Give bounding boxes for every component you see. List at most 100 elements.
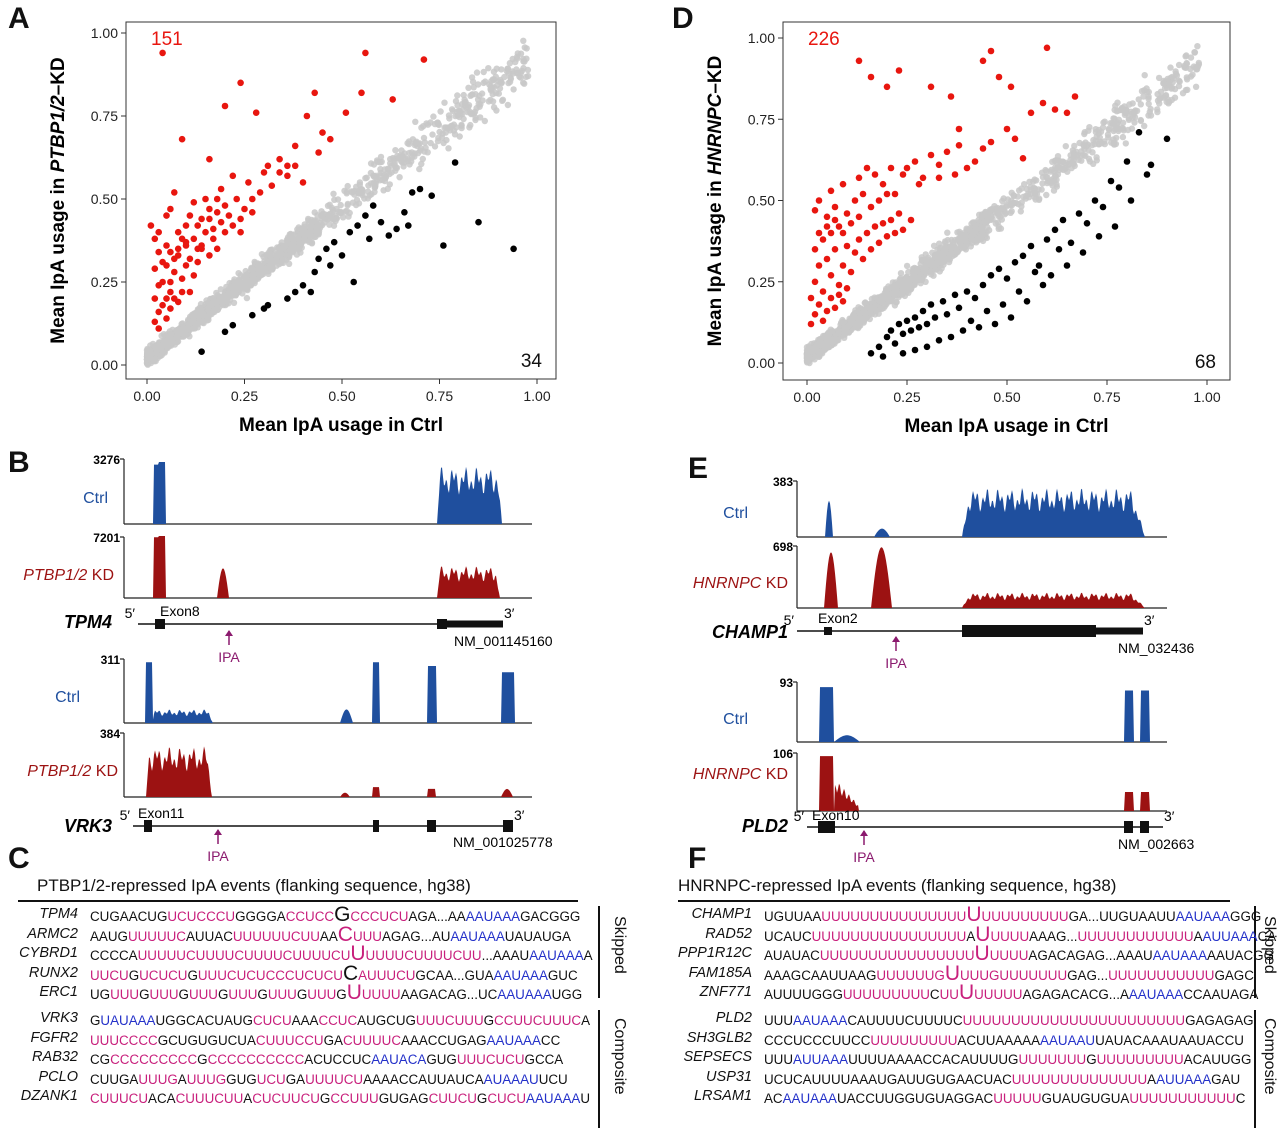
data-point [891, 340, 899, 347]
data-point [451, 159, 459, 166]
sequence-segment: UUUUUUUUUUU [1108, 967, 1215, 983]
sequence-segment: UU [939, 987, 959, 1003]
sequence-segment: UAUACAAAUAAUACCU [1095, 1032, 1244, 1048]
exon-label: Exon8 [160, 603, 200, 619]
data-point [190, 235, 198, 243]
sequence-segment: AUUAAA [1202, 928, 1258, 944]
data-point [167, 305, 174, 312]
data-point [1141, 122, 1148, 130]
accession-label: NM_001025778 [453, 834, 553, 850]
sequence-segment: CUCU [487, 1091, 527, 1107]
data-point [1051, 226, 1059, 234]
sequence-segment: GUGAG [378, 1091, 429, 1107]
data-point [1143, 85, 1150, 92]
data-point [931, 314, 939, 321]
data-point [1131, 119, 1138, 126]
sequence-segment: ...AAAU [481, 948, 530, 964]
sequence-segment: CCUUU [330, 1091, 379, 1107]
data-point [1035, 262, 1043, 269]
sequence-segment: UUUUUC [127, 928, 186, 944]
data-point [327, 135, 334, 143]
data-point [213, 300, 220, 307]
data-point [1167, 64, 1174, 71]
x-tick-label: 0.00 [133, 388, 160, 404]
x-axis-label: Mean IpA usage in Ctrl [904, 416, 1108, 437]
data-point [358, 89, 365, 97]
data-point [229, 172, 237, 180]
sequence-segment: UUUUCUUUUCUU [365, 948, 482, 964]
sequence-panel-hnrnpc: HNRNPC-repressed IpA events (flanking se… [640, 870, 1280, 1133]
data-point [823, 213, 831, 221]
data-point [939, 298, 947, 305]
data-point [221, 202, 229, 209]
data-point [420, 56, 428, 63]
track-label-kd: PTBP1/2 KD [27, 763, 118, 780]
data-point [1019, 252, 1027, 260]
data-point [1133, 107, 1141, 115]
data-point [1067, 239, 1075, 247]
data-point [1095, 233, 1103, 240]
data-point [487, 96, 494, 104]
sequence-segment: GUC [547, 967, 578, 983]
data-point [851, 197, 859, 204]
data-point [1074, 151, 1082, 159]
data-point [441, 99, 448, 106]
sequence-segment: CUUUCUU [175, 1091, 244, 1107]
gene-name: TPM4 [39, 906, 78, 922]
data-point [1047, 179, 1055, 187]
data-point [417, 147, 424, 154]
data-point [276, 169, 283, 176]
gene-exon [427, 820, 436, 832]
data-point [1184, 86, 1191, 94]
data-point [975, 324, 983, 331]
data-point [1065, 161, 1072, 168]
data-point [1023, 298, 1031, 305]
data-point [923, 269, 930, 276]
gene-exon [1096, 627, 1143, 635]
sequence-segment: UUUUU [974, 987, 1023, 1003]
data-point [929, 249, 936, 256]
sequence-segment: AAUAAU [1040, 1032, 1096, 1048]
sequence-segment: CC [540, 1032, 561, 1048]
data-point [998, 216, 1005, 223]
data-point [167, 278, 174, 286]
data-point [158, 343, 165, 351]
data-point [173, 327, 181, 335]
sequence-segment: CCCUCCCUUCC [764, 1032, 871, 1048]
data-point [1089, 149, 1096, 156]
flanking-sequence: UUUCCCCGCUGUGUCUACUUUCCUGACUUUUCAAACCUGA… [90, 1031, 560, 1050]
flanking-sequence: UGUUUGUUUGUUUGUUUGUUUGUUUGUUUUUAAGACAG..… [90, 982, 582, 1004]
panel-label-e: E [688, 452, 709, 485]
data-point [167, 205, 174, 213]
group-bracket [1254, 1010, 1256, 1128]
data-point [1124, 126, 1132, 134]
data-point [448, 122, 455, 130]
sequence-segment: AAAG... [1029, 928, 1078, 944]
data-point [344, 202, 351, 209]
data-point [155, 325, 162, 332]
data-point [338, 252, 346, 259]
sequence-segment: G [483, 1013, 495, 1028]
sequence-segment: AAGACAG...UC [400, 987, 498, 1003]
data-point [1083, 142, 1090, 150]
sequence-segment: CUUUCU [90, 1091, 149, 1107]
data-point [867, 203, 875, 211]
data-point [229, 321, 237, 329]
data-point [1125, 116, 1133, 124]
track-scale-label: 698 [773, 540, 793, 554]
data-point [811, 311, 819, 318]
data-point [911, 277, 918, 284]
y-tick-label: 0.00 [748, 355, 775, 371]
data-point [924, 254, 932, 261]
gene-exon [160, 619, 165, 629]
data-point [513, 53, 521, 60]
sequence-segment: G [187, 967, 198, 983]
data-point [1147, 112, 1155, 119]
data-point [855, 213, 863, 221]
data-point [1143, 171, 1151, 178]
sequence-segment: AAUACGG [1207, 948, 1274, 964]
gene-name: PPP1R12C [677, 945, 752, 962]
data-point [186, 212, 194, 219]
data-point [249, 266, 256, 273]
sequence-segment: CUUGA [90, 1071, 139, 1087]
